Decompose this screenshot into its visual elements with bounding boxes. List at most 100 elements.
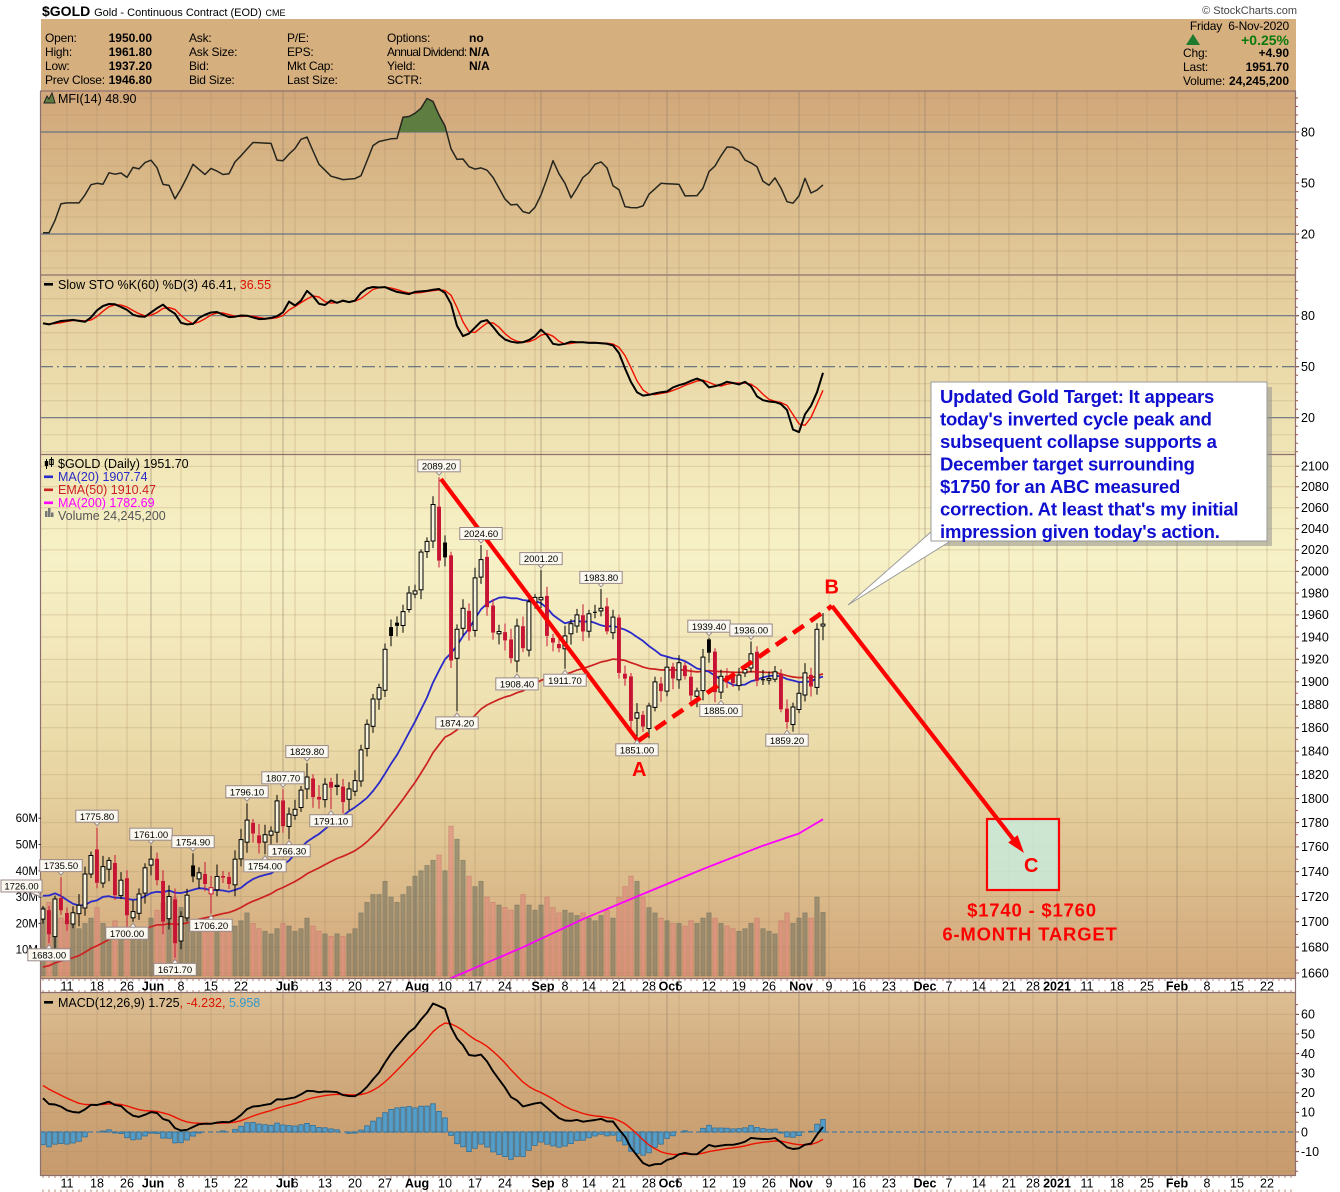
svg-text:8: 8 [178, 980, 185, 994]
svg-text:1936.00: 1936.00 [734, 626, 768, 637]
svg-text:9: 9 [826, 1177, 833, 1191]
svg-text:1920: 1920 [1301, 653, 1329, 667]
svg-text:22: 22 [1260, 1177, 1274, 1191]
svg-text:19: 19 [732, 980, 746, 994]
svg-text:10: 10 [1301, 1106, 1315, 1120]
svg-text:20: 20 [348, 1177, 362, 1191]
svg-text:1939.40: 1939.40 [692, 622, 726, 633]
svg-text:Jun: Jun [142, 980, 164, 994]
svg-text:22: 22 [234, 980, 248, 994]
svg-text:6: 6 [292, 1177, 299, 1191]
svg-text:B: B [825, 577, 839, 599]
svg-text:Nov: Nov [789, 980, 813, 994]
svg-text:1740: 1740 [1301, 865, 1329, 879]
svg-text:2000: 2000 [1301, 565, 1329, 579]
svg-text:7: 7 [946, 980, 953, 994]
svg-text:16: 16 [852, 1177, 866, 1191]
svg-text:1700.00: 1700.00 [110, 929, 144, 940]
svg-text:2089.20: 2089.20 [422, 461, 456, 472]
svg-text:18: 18 [1110, 1177, 1124, 1191]
svg-text:1908.40: 1908.40 [500, 680, 534, 691]
svg-text:Slow STO %K(60) %D(3) 46.41, 3: Slow STO %K(60) %D(3) 46.41, 36.55 [58, 278, 271, 292]
svg-text:1851.00: 1851.00 [620, 745, 654, 756]
svg-text:1900: 1900 [1301, 675, 1329, 689]
svg-text:20M: 20M [16, 918, 38, 930]
svg-text:Updated Gold Target: It appear: Updated Gold Target: It appears [940, 386, 1214, 407]
svg-text:14: 14 [582, 1177, 596, 1191]
svg-text:1735.50: 1735.50 [44, 861, 78, 872]
svg-text:1940: 1940 [1301, 630, 1329, 644]
svg-text:15: 15 [1230, 980, 1244, 994]
svg-text:1700: 1700 [1301, 915, 1329, 929]
svg-text:12: 12 [702, 980, 716, 994]
svg-text:2001.20: 2001.20 [524, 554, 558, 565]
svg-text:80: 80 [1301, 309, 1315, 323]
svg-text:impression given today's actio: impression given today's action. [940, 521, 1220, 542]
svg-text:60: 60 [1301, 1008, 1315, 1022]
svg-text:Feb: Feb [1166, 980, 1189, 994]
svg-text:Oct: Oct [659, 980, 681, 994]
svg-text:Oct: Oct [659, 1177, 681, 1191]
svg-text:13: 13 [318, 1177, 332, 1191]
svg-text:5: 5 [676, 980, 683, 994]
svg-text:17: 17 [468, 980, 482, 994]
svg-text:1683.00: 1683.00 [32, 950, 66, 961]
svg-text:22: 22 [1260, 980, 1274, 994]
svg-text:19: 19 [732, 1177, 746, 1191]
svg-text:7: 7 [946, 1177, 953, 1191]
svg-text:subsequent collapse supports a: subsequent collapse supports a [940, 431, 1218, 452]
svg-text:-10: -10 [1301, 1145, 1319, 1159]
svg-text:27: 27 [378, 980, 392, 994]
svg-text:26: 26 [762, 1177, 776, 1191]
svg-text:2040: 2040 [1301, 522, 1329, 536]
svg-text:1860: 1860 [1301, 721, 1329, 735]
svg-text:correction. At least that's my: correction. At least that's my initial [940, 499, 1238, 520]
svg-text:9: 9 [826, 980, 833, 994]
svg-text:12: 12 [702, 1177, 716, 1191]
svg-text:1754.00: 1754.00 [248, 861, 282, 872]
svg-text:21: 21 [612, 1177, 626, 1191]
svg-text:1960: 1960 [1301, 608, 1329, 622]
svg-text:1980: 1980 [1301, 586, 1329, 600]
svg-text:15: 15 [1230, 1177, 1244, 1191]
svg-text:26: 26 [120, 980, 134, 994]
svg-text:2024.60: 2024.60 [464, 529, 498, 540]
svg-text:1859.20: 1859.20 [770, 736, 804, 747]
svg-text:26: 26 [120, 1177, 134, 1191]
svg-text:1800: 1800 [1301, 792, 1329, 806]
svg-text:25: 25 [1140, 1177, 1154, 1191]
svg-text:1780: 1780 [1301, 816, 1329, 830]
svg-text:2021: 2021 [1043, 1177, 1071, 1191]
svg-text:20: 20 [1301, 227, 1315, 241]
svg-text:11: 11 [1081, 1177, 1094, 1191]
svg-text:25: 25 [1140, 980, 1154, 994]
svg-text:1680: 1680 [1301, 941, 1329, 955]
svg-text:13: 13 [318, 980, 332, 994]
svg-text:8: 8 [562, 980, 569, 994]
svg-text:1820: 1820 [1301, 768, 1329, 782]
svg-text:50: 50 [1301, 176, 1315, 190]
svg-text:1671.70: 1671.70 [158, 965, 192, 976]
svg-text:MACD(12,26,9) 1.725, -4.232, 5: MACD(12,26,9) 1.725, -4.232, 5.958 [58, 996, 260, 1010]
svg-text:50M: 50M [16, 840, 38, 852]
svg-text:1911.70: 1911.70 [548, 676, 582, 687]
svg-text:21: 21 [1002, 980, 1016, 994]
svg-text:$1750 for an ABC measured: $1750 for an ABC measured [940, 476, 1180, 497]
svg-text:60M: 60M [16, 813, 38, 825]
svg-text:18: 18 [90, 1177, 104, 1191]
svg-text:14: 14 [582, 980, 596, 994]
svg-text:28: 28 [642, 980, 656, 994]
svg-text:2080: 2080 [1301, 480, 1329, 494]
svg-text:Aug: Aug [405, 1177, 429, 1191]
svg-text:20: 20 [1301, 1086, 1315, 1100]
svg-text:17: 17 [468, 1177, 482, 1191]
svg-text:15: 15 [204, 1177, 218, 1191]
svg-text:2060: 2060 [1301, 501, 1329, 515]
svg-text:1880: 1880 [1301, 698, 1329, 712]
svg-text:80: 80 [1301, 125, 1315, 139]
svg-text:Dec: Dec [914, 980, 937, 994]
svg-text:30: 30 [1301, 1067, 1315, 1081]
svg-text:8: 8 [1204, 1177, 1211, 1191]
svg-text:1807.70: 1807.70 [266, 773, 300, 784]
svg-text:10: 10 [438, 1177, 452, 1191]
